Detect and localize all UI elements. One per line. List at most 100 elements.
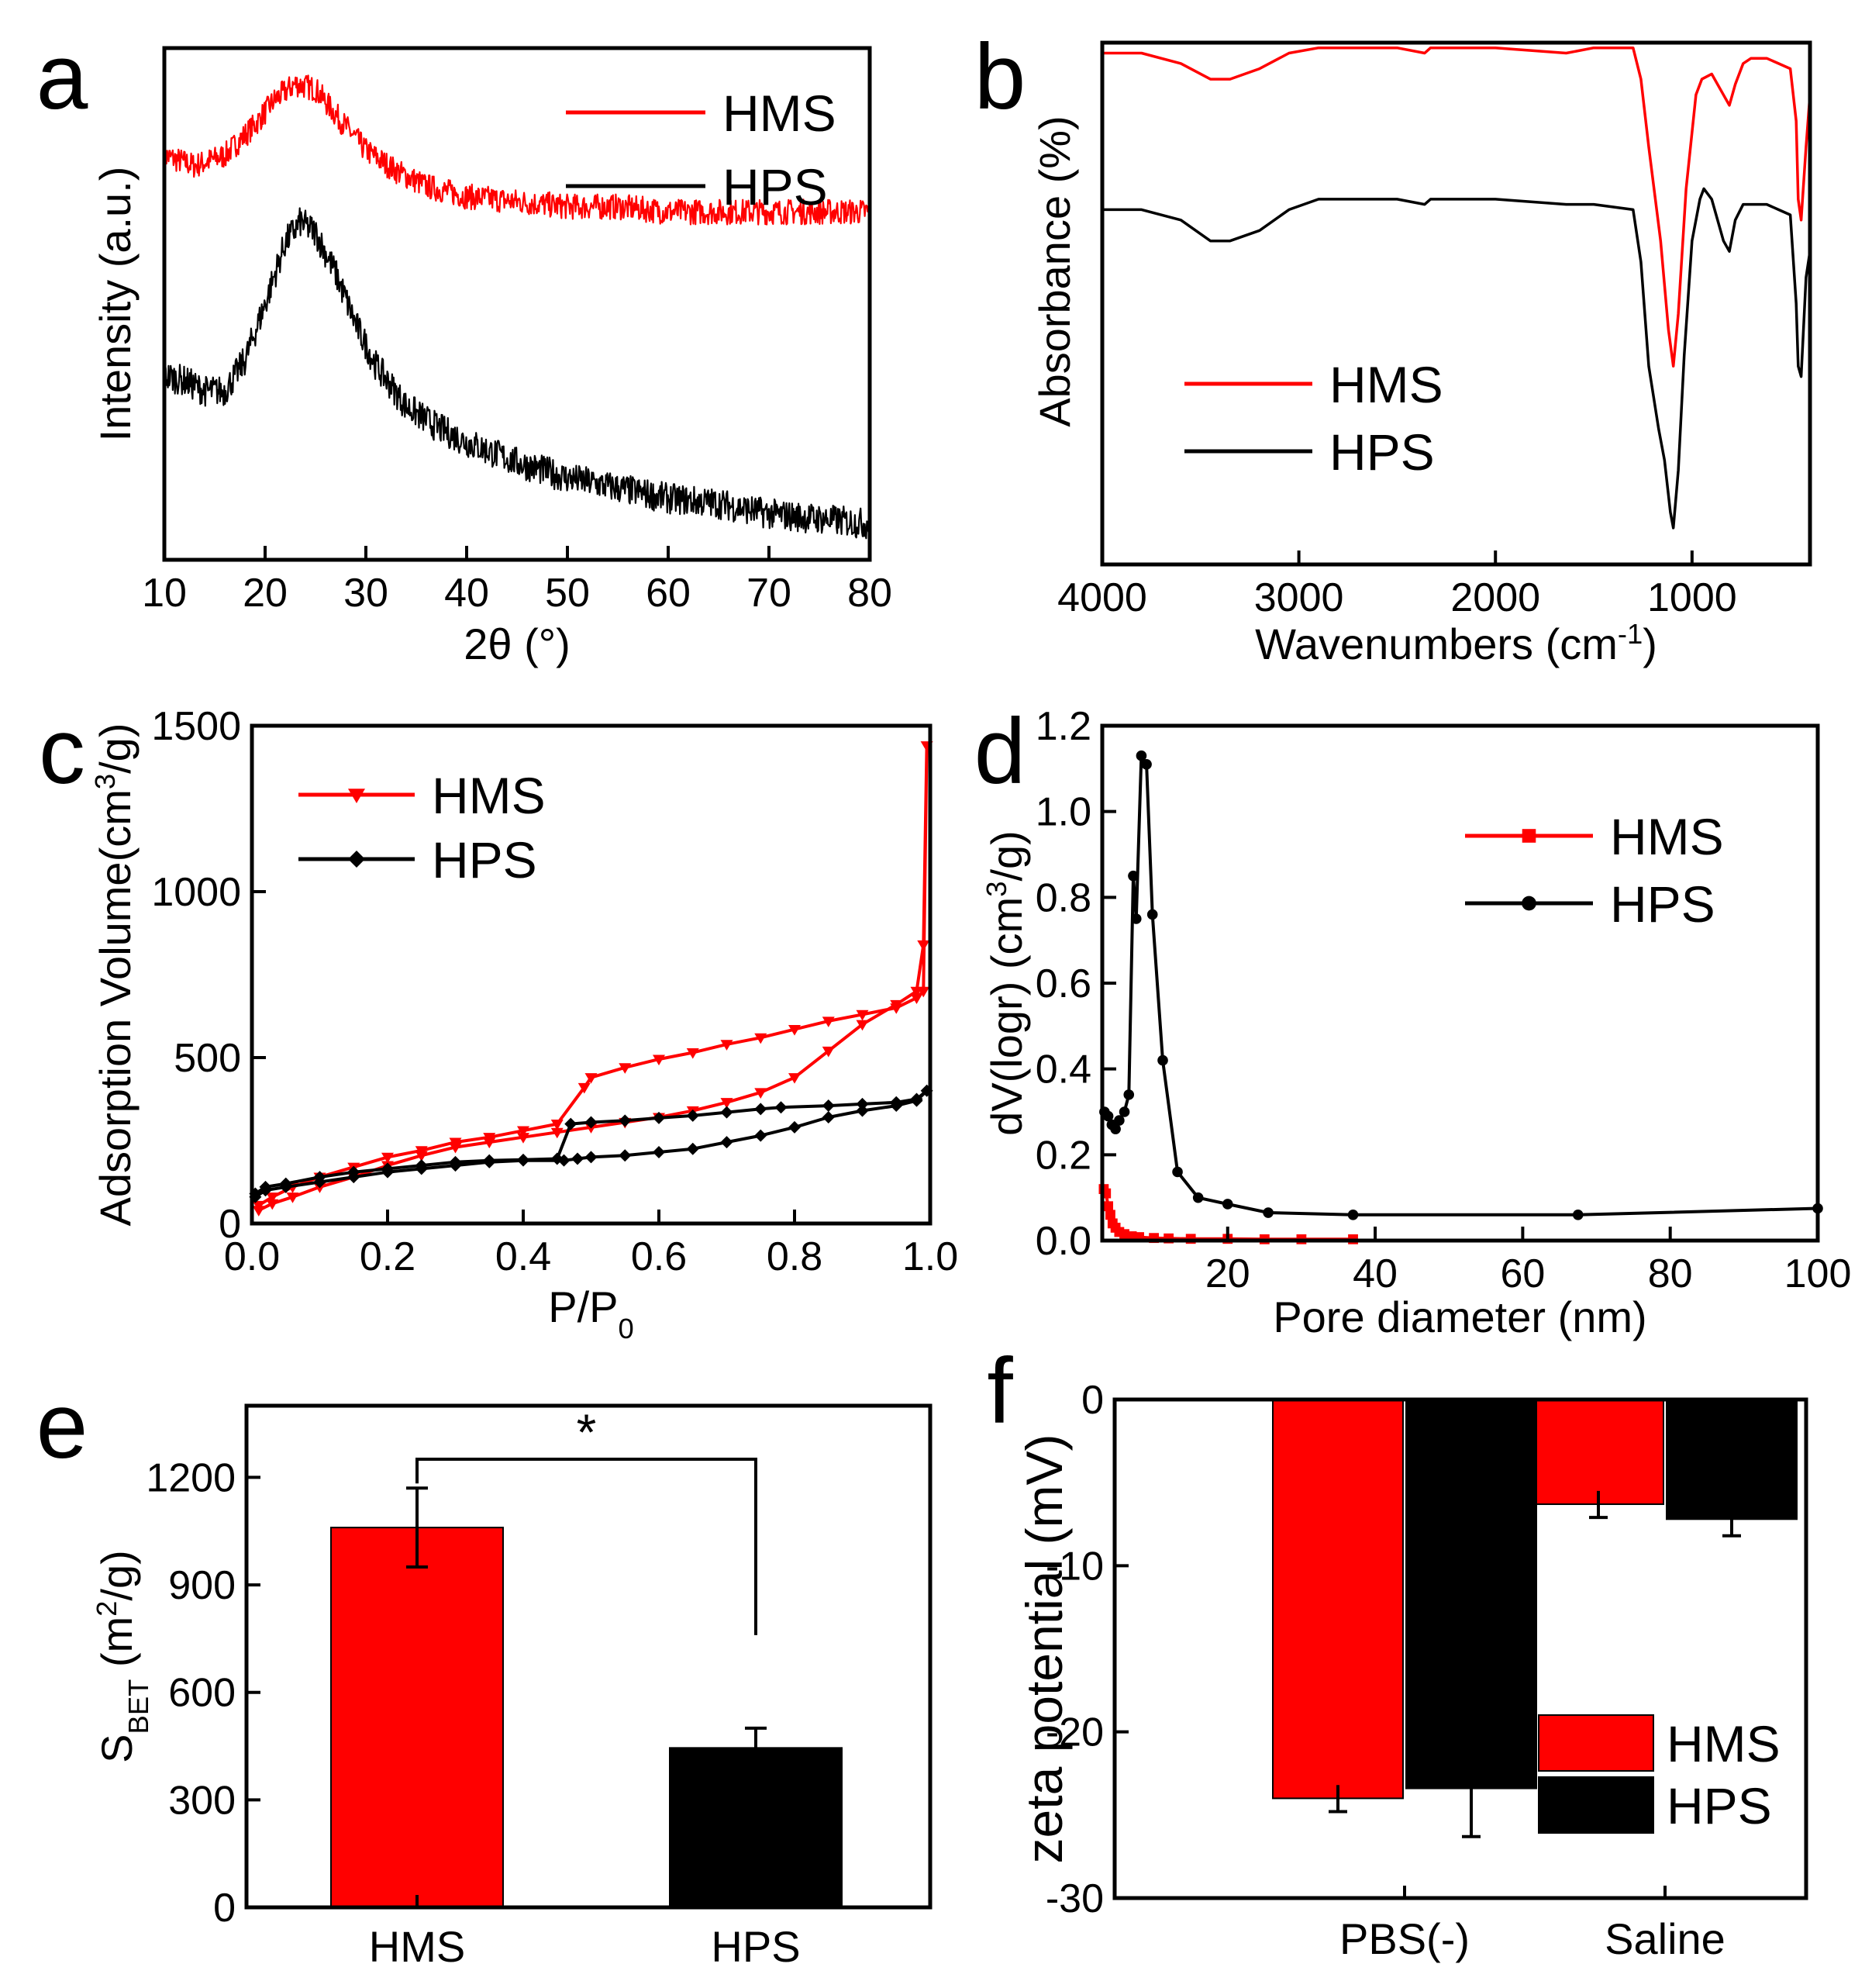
plot-frame bbox=[1100, 723, 1820, 1243]
label-part: dV(logr) (cm bbox=[982, 897, 1031, 1136]
x-tick-label: 2000 bbox=[1450, 575, 1540, 620]
label-part: /g) bbox=[91, 723, 140, 774]
x-tick-label: 60 bbox=[646, 571, 691, 616]
x-tick-label: 1.0 bbox=[902, 1234, 958, 1279]
data-point-hps bbox=[720, 1106, 733, 1119]
panel-e: e HMS HPS * 0 300 600 900 1200 SBET (m2/g) bbox=[36, 1374, 933, 1971]
data-point-hps bbox=[259, 1184, 272, 1197]
data-point-hps bbox=[564, 1117, 577, 1130]
series-hms bbox=[257, 744, 929, 1212]
superscript: 2 bbox=[91, 1601, 122, 1617]
data-point-hms bbox=[517, 1133, 529, 1144]
legend-swatch-hms bbox=[1538, 1714, 1654, 1772]
data-point-hms bbox=[720, 1098, 733, 1109]
series-hms bbox=[163, 74, 871, 226]
legend-swatch-hps bbox=[1538, 1776, 1654, 1834]
y-tick-label: 0 bbox=[1081, 1378, 1104, 1423]
x-axis-label: Wavenumbers (cm-1) bbox=[1255, 618, 1657, 669]
x-axis-label: 2θ (°) bbox=[464, 620, 571, 668]
bar-hps-1 bbox=[1666, 1399, 1798, 1520]
x-tick-label: 20 bbox=[1205, 1251, 1250, 1296]
x-tick-label: 100 bbox=[1784, 1251, 1852, 1296]
data-point-hps bbox=[1172, 1166, 1183, 1178]
y-tick-label: 1500 bbox=[151, 704, 241, 749]
data-point-hps bbox=[1119, 1106, 1130, 1117]
data-point-hps bbox=[1263, 1207, 1274, 1218]
x-tick-label: 80 bbox=[1648, 1251, 1693, 1296]
data-point-hms bbox=[517, 1126, 529, 1137]
panel-c: c0.0 0.2 0.4 0.6 0.8 1.0050010001500P/P0Adsor… bbox=[39, 699, 958, 1344]
data-point-hms bbox=[449, 1137, 462, 1149]
data-point-hps bbox=[686, 1142, 699, 1155]
data-point-hps bbox=[313, 1175, 326, 1189]
data-point-hms bbox=[856, 1020, 869, 1031]
plot-frame bbox=[250, 723, 933, 1226]
data-point-hps bbox=[619, 1114, 632, 1127]
data-point-hms bbox=[584, 1073, 598, 1084]
panel-label-c: c bbox=[39, 699, 85, 803]
x-tick-label: 0.6 bbox=[631, 1234, 687, 1279]
legend-hms-marker bbox=[348, 789, 365, 803]
x-axis-label: P/P0 bbox=[548, 1282, 634, 1344]
data-point-hms bbox=[381, 1152, 394, 1164]
y-tick-label: -30 bbox=[1046, 1876, 1104, 1921]
panel-label-d: d bbox=[974, 699, 1026, 803]
series-hms bbox=[1102, 46, 1812, 368]
data-point-hps bbox=[381, 1165, 394, 1179]
y-axis-label: zeta potential (mV) bbox=[1015, 1434, 1073, 1864]
panel-f: f PBS(-) Saline 0 -10 -20 -30 zeta potential (m… bbox=[987, 1339, 1808, 1963]
y-tick-label: 600 bbox=[168, 1671, 236, 1716]
data-point-hms bbox=[754, 1033, 767, 1044]
data-point-hps bbox=[1192, 1192, 1204, 1203]
data-point-hps bbox=[1128, 870, 1139, 882]
label-part: Adsorption Volume(cm bbox=[91, 789, 140, 1226]
x-tick-label: 10 bbox=[142, 571, 187, 616]
label-part: /g) bbox=[982, 830, 1031, 881]
subscript: 0 bbox=[619, 1313, 634, 1344]
series-hps bbox=[1102, 187, 1812, 530]
y-tick-label: 0.2 bbox=[1036, 1133, 1091, 1178]
data-point-hps bbox=[279, 1180, 292, 1193]
series-hps bbox=[163, 207, 871, 540]
bar-hps bbox=[669, 1747, 843, 1908]
data-point-hps bbox=[1130, 913, 1142, 924]
data-point-hps bbox=[890, 1099, 903, 1113]
plot-frame bbox=[1112, 1397, 1808, 1900]
data-point-hps bbox=[1347, 1210, 1359, 1220]
y-tick-label: 500 bbox=[174, 1036, 241, 1081]
x-tick-label: 20 bbox=[243, 571, 288, 616]
x-axis-label: Pore diameter (nm) bbox=[1273, 1293, 1646, 1341]
data-point-hps bbox=[754, 1103, 767, 1116]
data-point-hps bbox=[1102, 1110, 1114, 1122]
label-part: S bbox=[92, 1734, 141, 1762]
y-axis-label: dV(logr) (cm3/g) bbox=[981, 830, 1032, 1136]
y-tick-label: 0.8 bbox=[1036, 875, 1091, 920]
label-part: ) bbox=[1643, 620, 1657, 668]
data-point-hps bbox=[1114, 1115, 1125, 1126]
data-point-hps bbox=[754, 1129, 767, 1142]
data-point-hms bbox=[1105, 1210, 1115, 1220]
data-point-hps bbox=[788, 1120, 801, 1134]
superscript: -1 bbox=[1618, 618, 1643, 650]
legend-hps-marker bbox=[348, 851, 365, 868]
data-point-hms bbox=[483, 1133, 496, 1144]
y-axis-label: Adsorption Volume(cm3/g) bbox=[89, 723, 140, 1227]
data-point-hps bbox=[619, 1149, 632, 1162]
y-tick-label: 0.0 bbox=[1036, 1219, 1091, 1264]
data-point-hps bbox=[720, 1136, 733, 1149]
data-point-hms bbox=[653, 1054, 665, 1066]
x-tick-label: 40 bbox=[444, 571, 489, 616]
y-tick-label: 0.4 bbox=[1036, 1047, 1091, 1092]
panel-d: d 20 40 60 80 100 0.0 0.2 0.4 0.6 0.8 1.0 1.2 Pore di… bbox=[974, 699, 1852, 1341]
data-point-hps bbox=[1136, 750, 1147, 761]
data-point-hms bbox=[788, 1025, 801, 1036]
data-point-hps bbox=[584, 1116, 598, 1129]
data-point-hms bbox=[266, 1199, 279, 1210]
label-part: (m bbox=[92, 1617, 141, 1679]
legend-hms-label: HMS bbox=[1610, 808, 1724, 865]
data-point-hps bbox=[1572, 1210, 1584, 1220]
data-point-hps bbox=[1141, 759, 1152, 770]
data-point-hps bbox=[557, 1154, 571, 1167]
